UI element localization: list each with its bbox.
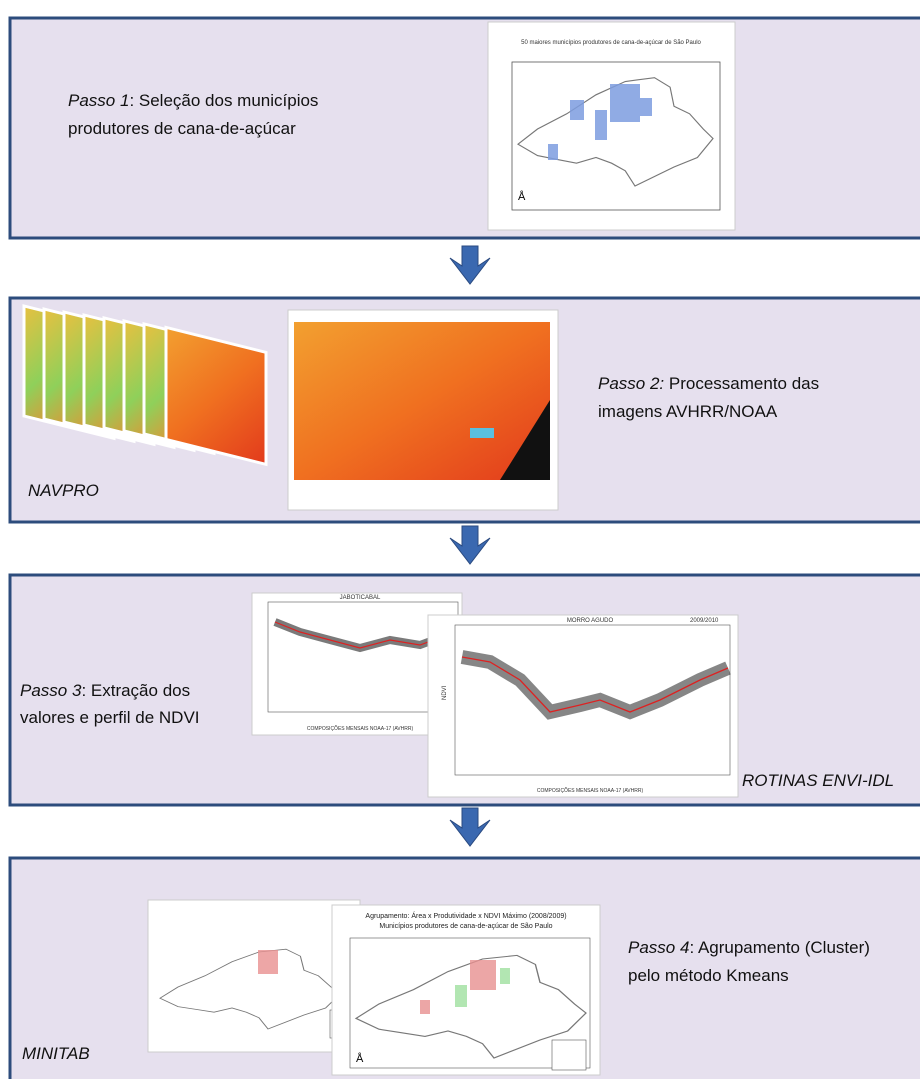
x-label: COMPOSIÇÕES MENSAIS NOAA-17 (AVHRR) — [537, 787, 644, 794]
step-desc: : Agrupamento (Cluster) — [689, 938, 869, 957]
step-desc: : Extração dos — [81, 681, 190, 700]
arrow — [449, 807, 491, 847]
arrow — [449, 245, 491, 285]
step-label: Passo 4 — [628, 938, 689, 957]
step-desc: pelo método Kmeans — [628, 966, 789, 985]
step-desc: produtores de cana-de-açúcar — [68, 119, 296, 138]
chart-figure: JABOTICABAL COMPOSIÇÕES MENSAIS NOAA-17 … — [251, 592, 463, 736]
chart-figure: MORRO AGUDO 2009/2010 NDVI COMPOSIÇÕES M… — [427, 614, 739, 798]
y-label: NDVI — [442, 685, 448, 700]
step-text: Passo 2: Processamento das — [598, 374, 819, 393]
map-figure: Agrupamento: Área x Produtividade x NDVI… — [331, 904, 601, 1076]
north-arrow: Å — [356, 1052, 364, 1065]
north-arrow: Å — [518, 190, 526, 203]
step-desc: Processamento das — [664, 374, 819, 393]
panel — [8, 16, 920, 240]
step-text: Passo 3: Extração dos — [20, 681, 190, 700]
image-stack — [22, 304, 559, 511]
map-subtitle: Municípios produtores de cana-de-açúcar … — [379, 923, 552, 930]
season: 2009/2010 — [690, 618, 719, 624]
step-text: Passo 4: Agrupamento (Cluster) — [628, 938, 870, 957]
step-desc: : Seleção dos municípios — [129, 91, 318, 110]
step-desc: imagens AVHRR/NOAA — [598, 402, 778, 421]
map-figure: 50 maiores municípios produtores de cana… — [487, 21, 736, 231]
map-figure — [147, 899, 361, 1053]
arrow — [449, 525, 491, 565]
step-label: Passo 2: — [598, 374, 664, 393]
chart-title: MORRO AGUDO — [567, 618, 614, 624]
x-label: COMPOSIÇÕES MENSAIS NOAA-17 (AVHRR) — [307, 725, 414, 732]
tool-name: MINITAB — [22, 1044, 90, 1063]
map-title: 50 maiores municípios produtores de cana… — [521, 40, 701, 46]
tool-name: ROTINAS ENVI-IDL — [742, 771, 894, 790]
map-title: Agrupamento: Área x Produtividade x NDVI… — [365, 911, 566, 920]
step-label: Passo 1 — [68, 91, 129, 110]
tool-name: NAVPRO — [28, 481, 99, 500]
step-desc: valores e perfil de NDVI — [20, 708, 200, 727]
chart-title: JABOTICABAL — [340, 595, 381, 601]
step-text: Passo 1: Seleção dos municípios — [68, 91, 318, 110]
step-label: Passo 3 — [20, 681, 82, 700]
